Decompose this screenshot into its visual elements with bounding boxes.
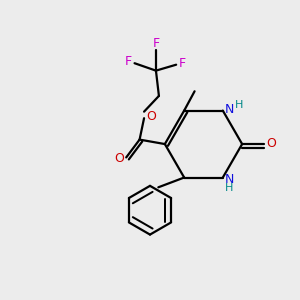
Text: H: H — [235, 100, 243, 110]
Text: O: O — [115, 152, 124, 165]
Text: F: F — [179, 57, 186, 70]
Text: N: N — [225, 103, 234, 116]
Text: F: F — [152, 37, 160, 50]
Text: F: F — [124, 55, 132, 68]
Text: O: O — [266, 137, 276, 150]
Text: H: H — [225, 183, 233, 193]
Text: O: O — [146, 110, 156, 123]
Text: N: N — [225, 172, 234, 185]
